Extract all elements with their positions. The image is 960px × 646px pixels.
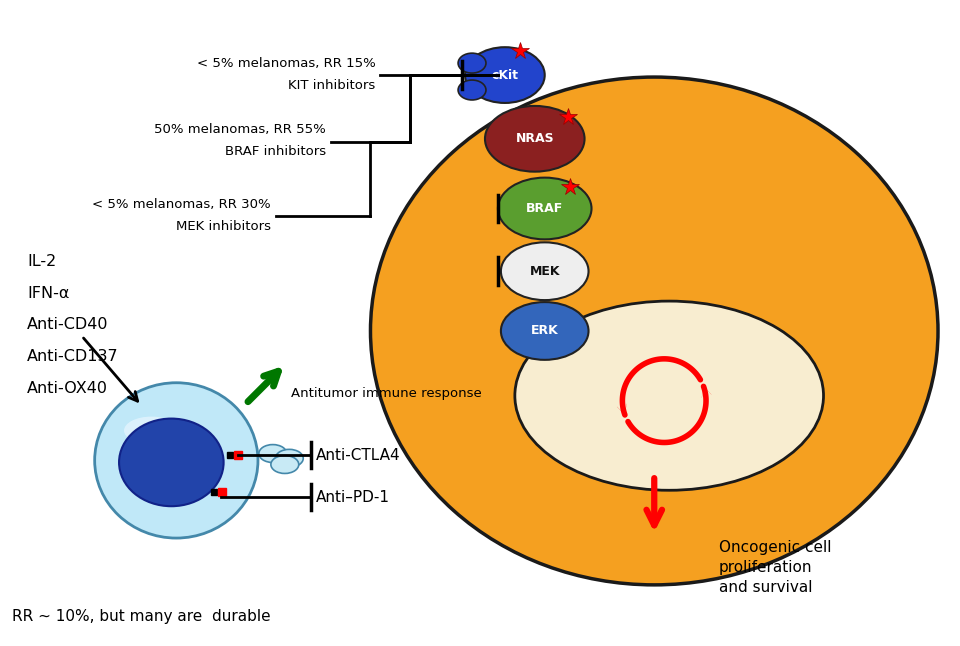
Text: Anti-CTLA4: Anti-CTLA4 [316, 448, 400, 463]
Text: < 5% melanomas, RR 15%: < 5% melanomas, RR 15% [197, 57, 375, 70]
Text: Anti-CD40: Anti-CD40 [27, 317, 108, 333]
Text: Anti–PD-1: Anti–PD-1 [316, 490, 390, 505]
Ellipse shape [498, 178, 591, 240]
Text: IL-2: IL-2 [27, 254, 57, 269]
Text: MEK inhibitors: MEK inhibitors [176, 220, 271, 233]
Ellipse shape [95, 382, 258, 538]
Text: BRAF: BRAF [526, 202, 564, 215]
Ellipse shape [458, 80, 486, 100]
Text: RR ~ 10%, but many are  durable: RR ~ 10%, but many are durable [12, 609, 271, 624]
Ellipse shape [119, 419, 224, 506]
Text: Anti-OX40: Anti-OX40 [27, 381, 108, 396]
Text: BRAF inhibitors: BRAF inhibitors [225, 145, 325, 158]
Text: IFN-α: IFN-α [27, 286, 69, 300]
Ellipse shape [124, 417, 179, 444]
Ellipse shape [501, 242, 588, 300]
Text: ERK: ERK [531, 324, 559, 337]
Text: 50% melanomas, RR 55%: 50% melanomas, RR 55% [154, 123, 325, 136]
Ellipse shape [271, 455, 299, 474]
Ellipse shape [259, 444, 287, 463]
Text: < 5% melanomas, RR 30%: < 5% melanomas, RR 30% [92, 198, 271, 211]
Ellipse shape [458, 53, 486, 73]
Text: Oncogenic cell
proliferation
and survival: Oncogenic cell proliferation and surviva… [719, 540, 831, 595]
Ellipse shape [501, 302, 588, 360]
Ellipse shape [465, 47, 544, 103]
Text: Antitumor immune response: Antitumor immune response [291, 387, 482, 400]
Ellipse shape [371, 77, 938, 585]
Text: cKit: cKit [492, 68, 518, 81]
Text: NRAS: NRAS [516, 132, 554, 145]
Text: Anti-CD137: Anti-CD137 [27, 349, 119, 364]
Ellipse shape [485, 106, 585, 172]
Text: KIT inhibitors: KIT inhibitors [288, 79, 375, 92]
Ellipse shape [515, 301, 824, 490]
Text: MEK: MEK [530, 265, 560, 278]
Ellipse shape [276, 450, 303, 467]
